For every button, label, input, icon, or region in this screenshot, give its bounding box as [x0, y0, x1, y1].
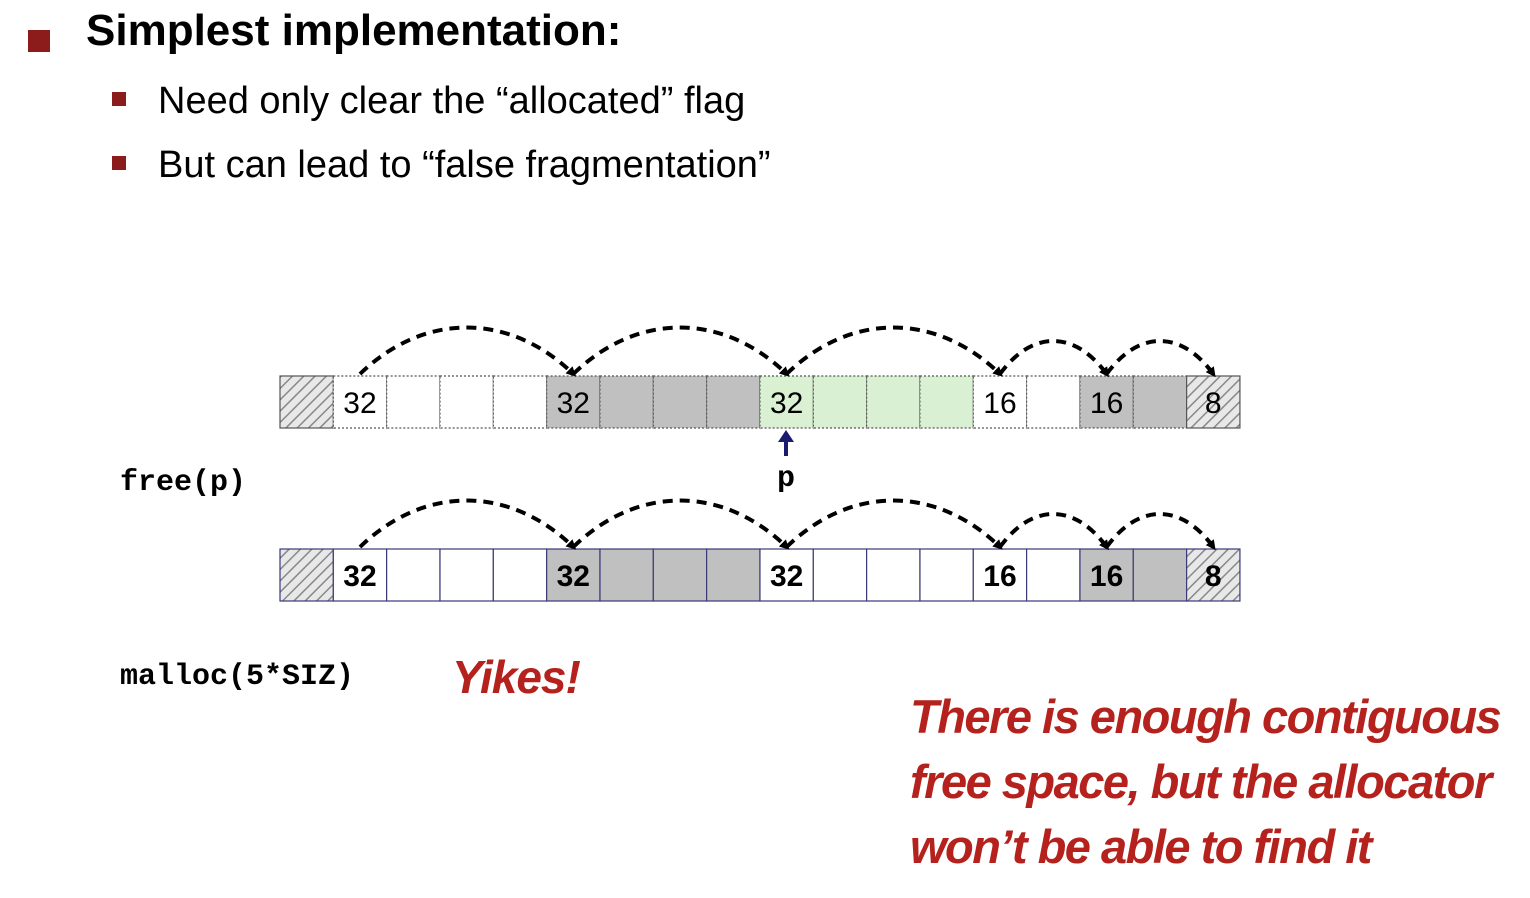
heap-cell	[546, 548, 601, 602]
heap-pad-cell	[1186, 548, 1241, 602]
block-link-arrow	[998, 339, 1109, 378]
heap-cell	[1132, 375, 1188, 429]
heap-row-after-free: 32 32 32 16 16 8	[279, 498, 1241, 602]
block-size-label: 32	[343, 387, 376, 420]
block-size-label: 16	[983, 387, 1016, 420]
main-bullet-icon	[28, 30, 50, 52]
heap-cell	[1132, 548, 1188, 602]
heap-cell	[1079, 375, 1134, 429]
heap-cell	[599, 548, 654, 602]
bullet-clear-flag: Need only clear the “allocated” flag	[158, 80, 746, 122]
note-line: There is enough contiguous	[910, 690, 1502, 743]
heap-cell	[546, 375, 601, 429]
block-link-arrow	[1104, 339, 1216, 378]
block-size-label: 32	[557, 560, 590, 593]
heap-cell	[759, 548, 814, 602]
block-size-label: 16	[983, 560, 1016, 593]
heap-row-before-free: 32 32 32 16 16 8	[279, 325, 1241, 429]
block-size-label: 16	[1090, 560, 1123, 593]
heading: Simplest implementation:	[86, 6, 622, 55]
heap-cell	[919, 375, 974, 429]
heap-cell	[386, 548, 441, 602]
malloc-call-label: malloc(5*SIZ)	[120, 660, 355, 694]
pointer-p: p	[777, 430, 795, 496]
heap-cell	[1026, 548, 1081, 602]
block-link-arrow	[785, 498, 1003, 550]
heap-cell	[599, 375, 654, 429]
heap-cell	[812, 375, 868, 429]
block-link-arrow	[358, 498, 577, 550]
heap-cell	[919, 548, 974, 602]
pointer-label: p	[777, 462, 795, 496]
heap-cell	[439, 548, 494, 602]
block-size-label: 8	[1205, 387, 1222, 420]
block-size-label: 32	[557, 387, 590, 420]
heap-cell	[706, 548, 761, 602]
pointer-arrowhead-icon	[778, 430, 794, 442]
heap-cell	[492, 375, 548, 429]
heap-cell	[706, 375, 761, 429]
heap-cell	[1026, 375, 1081, 429]
block-link-arrow	[1104, 512, 1216, 551]
block-link-arrow	[571, 325, 790, 377]
block-size-label: 8	[1205, 560, 1222, 593]
heap-cell	[652, 548, 708, 602]
sub-bullet-icon	[112, 156, 126, 170]
block-link-arrow	[358, 325, 577, 377]
heap-cell	[866, 548, 921, 602]
note-line: won’t be able to find it	[910, 820, 1372, 873]
heap-cell	[332, 375, 388, 429]
block-link-arrow	[998, 512, 1109, 551]
note-line: free space, but the allocator	[910, 755, 1492, 808]
heap-cell	[492, 548, 548, 602]
heap-pad-cell	[279, 375, 334, 429]
sub-bullet-icon	[112, 92, 126, 106]
block-link-arrow	[785, 325, 1003, 377]
heap-cell	[812, 548, 868, 602]
heap-cell	[759, 375, 814, 429]
block-size-label: 32	[770, 387, 803, 420]
yikes-exclamation: Yikes!	[452, 651, 581, 703]
heap-cell	[972, 548, 1028, 602]
heap-cell	[866, 375, 921, 429]
block-link-arrow	[571, 498, 790, 550]
heap-cell	[332, 548, 388, 602]
heap-cell	[972, 375, 1028, 429]
heap-cell	[1079, 548, 1134, 602]
heap-cell	[652, 375, 708, 429]
block-size-label: 32	[770, 560, 803, 593]
explanation-note: There is enough contiguous free space, b…	[910, 684, 1510, 879]
free-call-label: free(p)	[120, 466, 247, 500]
bullet-false-fragmentation: But can lead to “false fragmentation”	[158, 144, 771, 186]
heap-pad-cell	[1186, 375, 1241, 429]
heap-cell	[386, 375, 441, 429]
block-size-label: 32	[343, 560, 376, 593]
heap-cell	[439, 375, 494, 429]
heap-pad-cell	[279, 548, 334, 602]
block-size-label: 16	[1090, 387, 1123, 420]
